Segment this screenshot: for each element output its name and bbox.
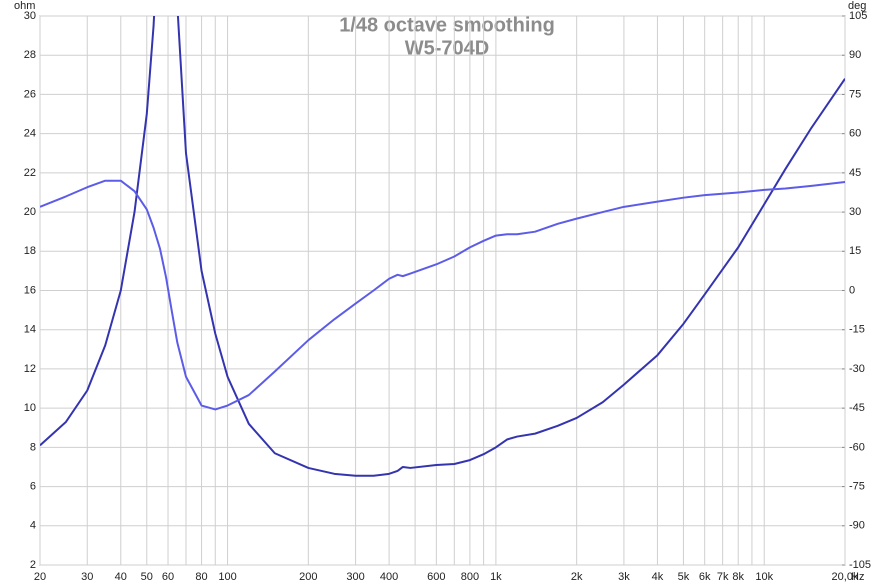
y2-tick-label: -75 — [849, 480, 865, 492]
y-tick-label: 16 — [24, 284, 36, 296]
x-tick-label: 600 — [427, 571, 445, 583]
x-tick-label: 3k — [618, 571, 630, 583]
data-line — [40, 16, 845, 477]
x-tick-label: 1k — [490, 571, 502, 583]
x-tick-label: 5k — [678, 571, 690, 583]
y2-axis-label: deg — [848, 0, 866, 12]
y-axis-label: ohm — [14, 0, 35, 12]
y2-tick-label: -30 — [849, 363, 865, 375]
x-tick-label: 80 — [195, 571, 207, 583]
x-tick-label: 20,0k — [832, 571, 859, 583]
x-tick-label: 10k — [755, 571, 773, 583]
y2-tick-label: 105 — [849, 10, 867, 22]
y2-tick-label: -45 — [849, 402, 865, 414]
x-tick-label: 2k — [571, 571, 583, 583]
x-tick-label: 6k — [699, 571, 711, 583]
y2-tick-label: 45 — [849, 167, 861, 179]
y-tick-label: 10 — [24, 402, 36, 414]
y2-tick-label: 60 — [849, 128, 861, 140]
y-tick-label: 30 — [24, 10, 36, 22]
y-tick-label: 24 — [24, 128, 36, 140]
y-tick-label: 26 — [24, 88, 36, 100]
y-tick-label: 2 — [30, 559, 36, 571]
y2-tick-label: -105 — [849, 559, 871, 571]
x-tick-label: 30 — [81, 571, 93, 583]
y2-tick-label: -15 — [849, 324, 865, 336]
y-tick-label: 8 — [30, 441, 36, 453]
x-tick-label: 7k — [717, 571, 729, 583]
x-tick-label: 60 — [162, 571, 174, 583]
y-tick-label: 18 — [24, 245, 36, 257]
y-tick-label: 22 — [24, 167, 36, 179]
x-tick-label: 300 — [346, 571, 364, 583]
y-tick-label: 12 — [24, 363, 36, 375]
x-tick-label: 400 — [380, 571, 398, 583]
y-tick-label: 20 — [24, 206, 36, 218]
y2-tick-label: -90 — [849, 520, 865, 532]
y-tick-label: 28 — [24, 49, 36, 61]
y-tick-label: 6 — [30, 480, 36, 492]
y-tick-label: 14 — [24, 324, 36, 336]
x-tick-label: 800 — [461, 571, 479, 583]
data-line — [40, 179, 845, 411]
y2-tick-label: 15 — [849, 245, 861, 257]
x-tick-label: 200 — [299, 571, 317, 583]
x-tick-label: 50 — [141, 571, 153, 583]
x-tick-label: 4k — [652, 571, 664, 583]
y2-tick-label: 90 — [849, 49, 861, 61]
x-axis-label: Hz — [851, 571, 864, 583]
y-tick-label: 4 — [30, 520, 36, 532]
x-tick-label: 40 — [115, 571, 127, 583]
chart-subtitle: W5-704D — [405, 37, 489, 59]
chart-title: 1/48 octave smoothing — [339, 14, 555, 36]
y2-tick-label: 75 — [849, 88, 861, 100]
x-tick-label: 20 — [34, 571, 46, 583]
y2-tick-label: 0 — [849, 284, 855, 296]
x-tick-label: 8k — [732, 571, 744, 583]
x-tick-label: 100 — [218, 571, 236, 583]
y2-tick-label: -60 — [849, 441, 865, 453]
y2-tick-label: 30 — [849, 206, 861, 218]
